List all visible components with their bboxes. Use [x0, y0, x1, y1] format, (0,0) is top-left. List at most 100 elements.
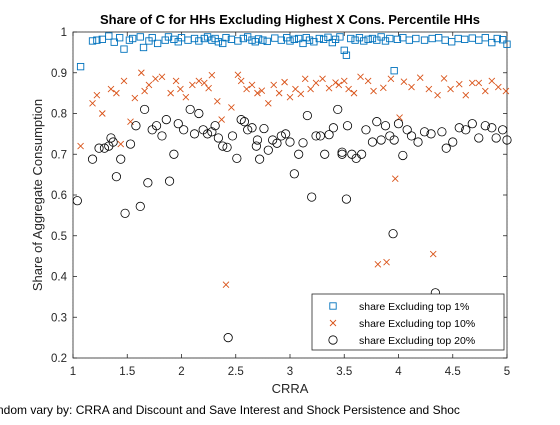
data-point-circle: [372, 117, 382, 127]
y-axis: 0.2 0.3 0.4 0.5 0.6 0.7 0.8 0.9 1: [51, 27, 507, 365]
data-point-circle: [357, 149, 367, 159]
data-point-x: [429, 250, 437, 258]
legend-entry-label: share Excluding top 20%: [359, 335, 475, 347]
x-marker-stroke: [145, 81, 153, 89]
x-marker-stroke: [383, 258, 390, 266]
data-point-circle: [437, 127, 447, 137]
data-point-circle: [255, 154, 265, 164]
data-point-circle: [376, 135, 386, 145]
data-point-circle: [263, 145, 273, 155]
data-point-circle: [247, 123, 257, 133]
data-point-square: [116, 34, 124, 42]
data-point-circle: [131, 121, 141, 131]
data-point-x: [475, 79, 483, 87]
data-point-circle: [161, 115, 171, 125]
data-point-circle: [413, 137, 423, 147]
legend-box: [311, 293, 505, 351]
x-marker-stroke: [488, 77, 496, 85]
y-tick-label: 0.9: [51, 68, 67, 80]
x-marker-stroke: [205, 84, 212, 92]
data-point-circle: [328, 123, 338, 133]
data-point-x: [275, 89, 283, 97]
x-axis-label: CRRA: [272, 381, 309, 396]
data-point-x: [345, 85, 352, 93]
data-point-circle: [426, 129, 436, 139]
x-tick-label: 4.5: [445, 366, 461, 378]
data-point-x: [292, 85, 299, 93]
x-marker-stroke: [434, 91, 441, 99]
legend-marker: [329, 302, 337, 310]
data-point-circle: [337, 149, 347, 159]
data-point-square: [368, 34, 377, 43]
x-marker-stroke: [502, 87, 510, 95]
data-point-square: [319, 35, 328, 43]
x-marker-stroke: [462, 91, 470, 99]
data-point-circle: [94, 143, 104, 153]
x-marker-stroke: [234, 71, 242, 79]
data-point-circle: [491, 133, 501, 143]
series-3: [72, 104, 512, 343]
data-point-circle: [239, 117, 250, 127]
x-tick-label: 1.5: [119, 366, 135, 378]
data-point-x: [379, 84, 387, 92]
data-point-square: [136, 33, 144, 41]
x-marker-stroke: [248, 81, 256, 89]
x-marker-stroke: [495, 83, 502, 91]
data-point-circle: [294, 149, 304, 159]
x-marker-stroke: [237, 77, 245, 85]
data-point-square: [164, 33, 173, 41]
data-point-square: [153, 39, 162, 48]
y-tick-label: 0.7: [51, 149, 67, 161]
data-point-square: [286, 37, 294, 45]
data-point-x: [182, 93, 190, 101]
x-marker-stroke: [117, 140, 125, 148]
data-point-circle: [285, 137, 295, 147]
data-point-circle: [169, 149, 179, 159]
y-tick-label: 0.5: [51, 231, 67, 243]
data-point-square: [315, 34, 323, 43]
data-point-square: [305, 36, 314, 44]
data-point-x: [447, 85, 454, 93]
data-point-square: [420, 36, 429, 44]
data-point-square: [263, 37, 271, 46]
data-point-circle: [189, 129, 200, 139]
data-point-x: [301, 75, 309, 83]
data-point-square: [342, 51, 351, 59]
x-tick-label: 4: [395, 366, 402, 378]
data-point-circle: [461, 125, 471, 135]
data-point-x: [440, 75, 448, 82]
data-point-square: [488, 38, 496, 47]
x-marker-stroke: [357, 73, 364, 81]
x-marker-stroke: [98, 110, 106, 117]
data-point-circle: [194, 108, 204, 119]
x-marker-stroke: [264, 99, 272, 107]
y-tick-label: 0.8: [51, 109, 67, 121]
x-tick-label: 2.5: [228, 366, 244, 378]
x-axis: 1 1.5 2 2.5 3 3.5 4 4.5 5: [70, 32, 510, 378]
data-point-x: [234, 71, 242, 79]
data-point-x: [213, 97, 221, 105]
data-point-circle: [272, 138, 282, 148]
data-point-x: [319, 75, 326, 83]
data-point-x: [200, 79, 208, 87]
data-point-circle: [298, 138, 308, 148]
data-point-x: [117, 140, 125, 148]
x-marker-stroke: [301, 75, 309, 83]
y-axis-label: Share of Aggregate Consumption: [30, 99, 45, 291]
x-marker-stroke: [387, 75, 395, 83]
x-marker-stroke: [254, 89, 261, 97]
data-point-circle: [398, 150, 408, 161]
x-marker-stroke: [120, 77, 128, 85]
data-point-x: [228, 104, 235, 111]
data-point-circle: [406, 131, 417, 141]
y-tick-label: 0.4: [51, 272, 68, 284]
data-point-x: [286, 93, 294, 101]
data-point-x: [340, 77, 348, 85]
x-marker-stroke: [228, 104, 235, 111]
data-point-circle: [125, 139, 136, 149]
x-marker-stroke: [127, 118, 134, 125]
data-point-x: [468, 79, 476, 87]
data-point-x: [172, 77, 180, 85]
series-1: [76, 32, 511, 75]
data-point-square: [377, 33, 385, 41]
